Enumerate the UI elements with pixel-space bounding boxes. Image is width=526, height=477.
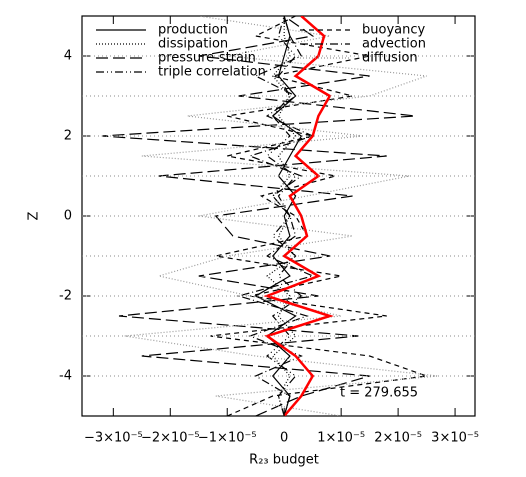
x-tick-label: 0 xyxy=(280,431,288,446)
lines xyxy=(101,16,439,416)
series-line xyxy=(266,16,303,416)
series-line xyxy=(266,16,297,416)
series-line xyxy=(210,16,427,416)
series-line xyxy=(263,16,334,416)
legend-label: production xyxy=(158,23,228,38)
annotation: t = 279.655 xyxy=(340,386,418,401)
x-tick-label: −3×10⁻⁵ xyxy=(84,431,143,446)
legend-label: pressure-strain xyxy=(158,51,256,66)
y-axis-label: Z xyxy=(27,211,42,220)
legend-label: advection xyxy=(362,37,426,52)
legend-label: diffusion xyxy=(362,51,418,66)
legend-label: triple correlation xyxy=(158,65,266,80)
series-line xyxy=(254,16,303,416)
x-tick-label: 3×10⁻⁵ xyxy=(431,431,479,446)
y-tick-label: 2 xyxy=(64,129,72,144)
y-tick-label: 4 xyxy=(64,49,72,64)
y-tick-label: 0 xyxy=(64,209,72,224)
x-tick-label: −1×10⁻⁵ xyxy=(198,431,257,446)
series-line xyxy=(101,16,416,416)
x-tick-label: 2×10⁻⁵ xyxy=(374,431,422,446)
x-tick-label: −2×10⁻⁵ xyxy=(141,431,200,446)
x-axis-label: R₂₃ budget xyxy=(249,453,319,468)
y-tick-label: -2 xyxy=(59,289,72,304)
legend-label: dissipation xyxy=(158,37,228,52)
legend-label: buoyancy xyxy=(362,23,425,38)
x-tick-label: 1×10⁻⁵ xyxy=(317,431,365,446)
y-tick-label: -4 xyxy=(59,369,72,384)
